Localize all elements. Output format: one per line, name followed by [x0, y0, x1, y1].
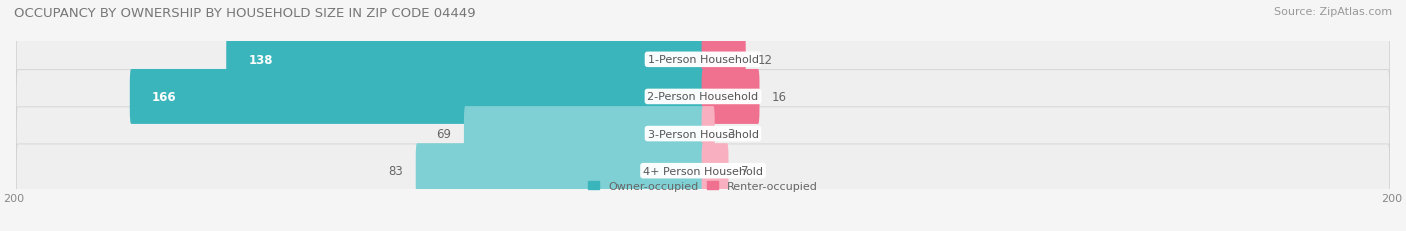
Text: 2-Person Household: 2-Person Household [647, 92, 759, 102]
FancyBboxPatch shape [17, 144, 1389, 198]
FancyBboxPatch shape [17, 107, 1389, 161]
Text: 7: 7 [741, 164, 748, 177]
Text: 4+ Person Household: 4+ Person Household [643, 166, 763, 176]
Text: 12: 12 [758, 54, 773, 67]
Text: Source: ZipAtlas.com: Source: ZipAtlas.com [1274, 7, 1392, 17]
FancyBboxPatch shape [702, 144, 728, 198]
Text: 83: 83 [388, 164, 404, 177]
FancyBboxPatch shape [702, 70, 759, 124]
Legend: Owner-occupied, Renter-occupied: Owner-occupied, Renter-occupied [588, 181, 818, 191]
FancyBboxPatch shape [17, 70, 1389, 124]
Text: 138: 138 [249, 54, 273, 67]
FancyBboxPatch shape [129, 70, 704, 124]
Text: 1-Person Household: 1-Person Household [648, 55, 758, 65]
FancyBboxPatch shape [464, 107, 704, 161]
FancyBboxPatch shape [702, 107, 714, 161]
Text: 16: 16 [772, 91, 787, 103]
Text: 166: 166 [152, 91, 177, 103]
Text: 3-Person Household: 3-Person Household [648, 129, 758, 139]
FancyBboxPatch shape [226, 33, 704, 87]
Text: 3: 3 [727, 128, 734, 140]
Text: OCCUPANCY BY OWNERSHIP BY HOUSEHOLD SIZE IN ZIP CODE 04449: OCCUPANCY BY OWNERSHIP BY HOUSEHOLD SIZE… [14, 7, 475, 20]
FancyBboxPatch shape [17, 33, 1389, 87]
FancyBboxPatch shape [702, 33, 745, 87]
FancyBboxPatch shape [416, 144, 704, 198]
Text: 69: 69 [436, 128, 451, 140]
